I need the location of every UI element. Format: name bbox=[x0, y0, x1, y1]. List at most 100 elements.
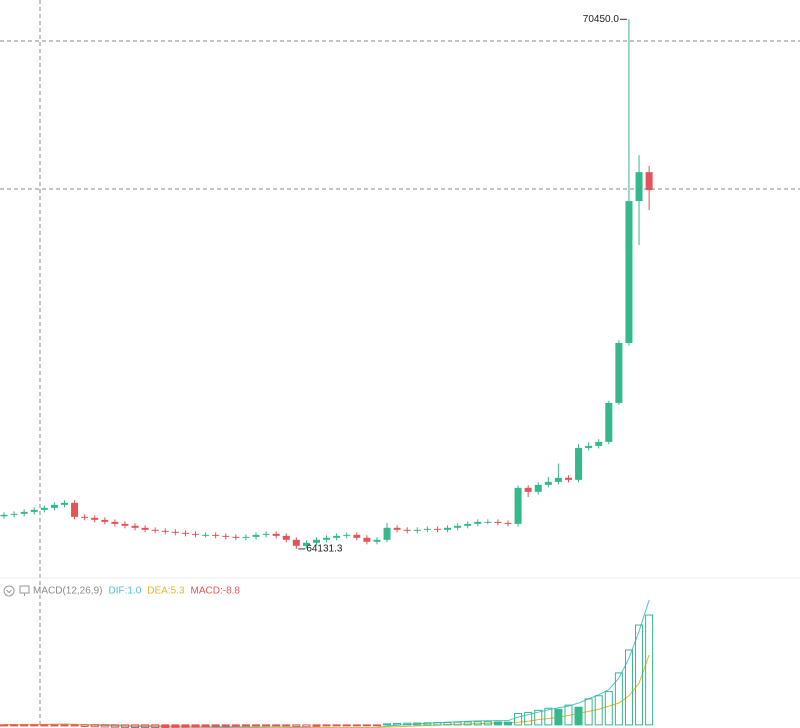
candle-body bbox=[564, 477, 572, 480]
macd-bar bbox=[433, 722, 442, 726]
candle-body bbox=[131, 525, 139, 528]
candle-body bbox=[333, 535, 341, 538]
macd-bar bbox=[30, 724, 39, 727]
candle-body bbox=[554, 477, 562, 482]
macd-bar bbox=[191, 724, 200, 728]
macd-bar bbox=[40, 724, 49, 727]
collapse-icon[interactable] bbox=[3, 585, 15, 597]
legend-entry: DIF:1.0 bbox=[108, 586, 141, 597]
candle-body bbox=[433, 528, 441, 530]
macd-bar bbox=[635, 624, 644, 726]
macd-bar bbox=[211, 724, 220, 728]
macd-bar bbox=[302, 724, 311, 728]
macd-bar bbox=[50, 724, 59, 727]
candle-body bbox=[635, 172, 643, 202]
macd-bar bbox=[231, 724, 240, 727]
candle-body bbox=[403, 529, 411, 531]
macd-bar bbox=[20, 724, 29, 727]
macd-bar bbox=[131, 724, 140, 728]
macd-bar bbox=[604, 691, 613, 726]
collapse-chevron bbox=[6, 589, 12, 594]
macd-bar bbox=[463, 721, 472, 726]
candle-body bbox=[30, 509, 38, 512]
candle-body bbox=[262, 533, 270, 535]
legend-entry: DEA:5.3 bbox=[147, 586, 185, 597]
macd-bar bbox=[514, 712, 523, 726]
macd-bar bbox=[221, 724, 230, 728]
macd-bar bbox=[282, 724, 291, 727]
candle-body bbox=[151, 529, 159, 531]
candle-body bbox=[343, 534, 351, 536]
macd-bar bbox=[393, 722, 402, 726]
macd-bar bbox=[201, 724, 210, 728]
min-label: 64131.3 bbox=[306, 544, 343, 555]
candle-body bbox=[212, 534, 220, 536]
candle-body bbox=[363, 537, 371, 542]
candle-body bbox=[111, 521, 119, 524]
candle-body bbox=[615, 342, 623, 403]
macd-bar bbox=[332, 724, 341, 727]
candle-body bbox=[60, 502, 68, 505]
macd-bar bbox=[110, 724, 119, 728]
macd-bar bbox=[252, 724, 260, 727]
candle-body bbox=[323, 537, 331, 540]
indicator-header: MACD(12,26,9) DIF:1.0 DEA:5.3 MACD:-8.8 bbox=[33, 586, 240, 597]
macd-bar bbox=[534, 709, 543, 726]
macd-bar bbox=[453, 721, 462, 726]
macd-bar bbox=[80, 724, 89, 727]
candle-body bbox=[423, 528, 431, 530]
macd-bar bbox=[413, 722, 422, 726]
candle-body bbox=[413, 529, 421, 531]
macd-bar bbox=[614, 672, 623, 726]
candle-body bbox=[595, 441, 603, 446]
macd-bar bbox=[483, 721, 492, 726]
macd-bar bbox=[554, 708, 563, 726]
macd-bar bbox=[473, 721, 482, 726]
macd-bar bbox=[362, 724, 371, 727]
candle-body bbox=[101, 519, 109, 522]
indicator-title: MACD(12,26,9) bbox=[33, 586, 102, 597]
candle-body bbox=[524, 487, 532, 492]
candle-body bbox=[575, 447, 583, 480]
candle-body bbox=[484, 521, 492, 523]
macd-bar bbox=[524, 711, 533, 726]
candle-body bbox=[181, 532, 189, 534]
candle-body bbox=[373, 539, 381, 542]
macd-bar bbox=[262, 724, 271, 727]
candle-body bbox=[544, 481, 552, 485]
candle-body bbox=[192, 533, 200, 535]
macd-bar bbox=[161, 724, 170, 728]
macd-bar bbox=[544, 707, 553, 726]
candle-body bbox=[232, 536, 240, 538]
candle-body bbox=[272, 533, 280, 536]
macd-bar bbox=[423, 722, 432, 726]
candle-body bbox=[605, 402, 613, 442]
candle-body bbox=[353, 534, 361, 538]
macd-bar bbox=[624, 649, 633, 726]
candle-body bbox=[50, 504, 58, 508]
macd-bar bbox=[0, 724, 8, 727]
macd-bar bbox=[504, 721, 512, 726]
macd-bar bbox=[10, 724, 19, 727]
candle-body bbox=[10, 513, 18, 515]
candle-body bbox=[161, 530, 169, 532]
candle-body bbox=[534, 484, 542, 492]
candle-body bbox=[444, 527, 452, 530]
macd-bar bbox=[171, 724, 180, 728]
candle-body bbox=[494, 521, 502, 523]
candle-body bbox=[585, 445, 593, 448]
candle-body bbox=[252, 534, 260, 537]
candle-body bbox=[222, 535, 230, 537]
macd-bar bbox=[60, 724, 69, 727]
candle-body bbox=[0, 514, 8, 517]
candle-body bbox=[625, 201, 633, 343]
macd-bar bbox=[241, 724, 250, 727]
macd-bar bbox=[372, 724, 381, 727]
candle-body bbox=[81, 516, 89, 518]
candle-body bbox=[242, 536, 250, 538]
macd-bar bbox=[564, 704, 573, 726]
macd-bar bbox=[493, 721, 502, 726]
macd-bar bbox=[70, 724, 79, 727]
